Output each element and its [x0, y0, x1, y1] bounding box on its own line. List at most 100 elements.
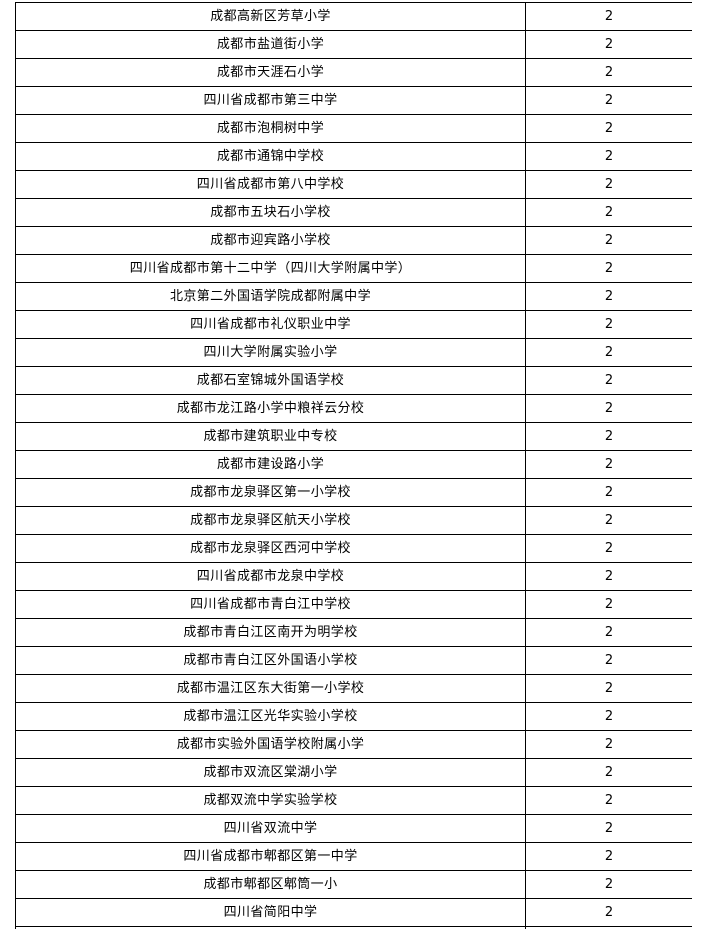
table-row: 成都高新区芳草小学 2 [15, 2, 692, 31]
school-count-cell: 2 [525, 618, 692, 647]
school-count-cell: 2 [525, 702, 692, 731]
school-name-cell: 成都市五块石小学校 [15, 198, 526, 227]
school-name-cell: 成都市龙江路小学中粮祥云分校 [15, 394, 526, 423]
school-name-cell: 四川省简阳中学 [15, 898, 526, 927]
school-name-cell: 成都市龙泉驿区西河中学校 [15, 534, 526, 563]
school-name-cell: 成都市天涯石小学 [15, 58, 526, 87]
school-count-cell: 2 [525, 646, 692, 675]
school-count-cell: 2 [525, 254, 692, 283]
school-name-cell: 成都市泡桐树中学 [15, 114, 526, 143]
school-count-cell: 2 [525, 198, 692, 227]
school-count-cell: 2 [525, 562, 692, 591]
school-name-cell: 成都市迎宾路小学校 [15, 226, 526, 255]
table-row: 成都市龙泉驿区第一小学校 2 [15, 478, 692, 507]
table-row: 成都市温江区光华实验小学校 2 [15, 702, 692, 731]
table-row: 成都市温江区东大街第一小学校 2 [15, 674, 692, 703]
table-body: 成都高新区芳草小学 2 成都市盐道街小学 2 成都市天涯石小学 2 四川省成都市第三中学 2 成… [15, 2, 692, 929]
school-table-container: 成都高新区芳草小学 2 成都市盐道街小学 2 成都市天涯石小学 2 四川省成都市第三中学 2 成… [15, 2, 692, 929]
school-count-cell: 2 [525, 870, 692, 899]
school-name-cell: 成都市建设路小学 [15, 450, 526, 479]
table-row: 成都市迎宾路小学校 2 [15, 226, 692, 255]
school-count-cell: 2 [525, 2, 692, 31]
table-row: 成都市建设路小学 2 [15, 450, 692, 479]
table-row: 成都市建筑职业中专校 2 [15, 422, 692, 451]
school-name-cell: 成都市建筑职业中专校 [15, 422, 526, 451]
school-count-cell: 2 [525, 86, 692, 115]
school-name-cell: 四川省成都市郫都区第一中学 [15, 842, 526, 871]
school-count-cell: 2 [525, 478, 692, 507]
table-row: 成都双流中学实验学校 2 [15, 786, 692, 815]
school-count-cell: 2 [525, 506, 692, 535]
school-name-cell: 四川省成都市第八中学校 [15, 170, 526, 199]
school-count-cell: 2 [525, 422, 692, 451]
school-name-cell: 四川省双流中学 [15, 814, 526, 843]
table-row: 成都市盐道街小学 2 [15, 30, 692, 59]
table-row: 成都市郫都区郫筒一小 2 [15, 870, 692, 899]
school-count-cell: 2 [525, 142, 692, 171]
table-row: 成都市双流区棠湖小学 2 [15, 758, 692, 787]
school-name-cell: 四川省成都市青白江中学校 [15, 590, 526, 619]
school-count-cell: 2 [525, 30, 692, 59]
table-row: 成都市五块石小学校 2 [15, 198, 692, 227]
school-name-cell: 成都市郫都区郫筒一小 [15, 870, 526, 899]
school-name-cell: 成都市盐道街小学 [15, 30, 526, 59]
table-row: 四川省双流中学 2 [15, 814, 692, 843]
school-count-cell: 2 [525, 590, 692, 619]
table-row: 成都市龙泉驿区西河中学校 2 [15, 534, 692, 563]
school-count-cell: 2 [525, 338, 692, 367]
table-row: 四川省简阳中学 2 [15, 898, 692, 927]
table-row: 成都市实验外国语学校附属小学 2 [15, 730, 692, 759]
school-count-cell: 2 [525, 226, 692, 255]
school-count-cell: 2 [525, 674, 692, 703]
school-count-cell: 2 [525, 394, 692, 423]
table-row: 成都市天涯石小学 2 [15, 58, 692, 87]
school-count-cell: 2 [525, 58, 692, 87]
school-count-cell: 2 [525, 366, 692, 395]
table-row: 四川省成都市郫都区第一中学 2 [15, 842, 692, 871]
school-count-cell: 2 [525, 114, 692, 143]
school-count-cell: 2 [525, 534, 692, 563]
school-count-cell: 2 [525, 758, 692, 787]
school-name-cell: 成都高新区芳草小学 [15, 2, 526, 31]
school-name-cell: 四川省成都市礼仪职业中学 [15, 310, 526, 339]
school-name-cell: 成都市青白江区外国语小学校 [15, 646, 526, 675]
table-row: 四川省成都市青白江中学校 2 [15, 590, 692, 619]
school-name-cell: 成都市温江区光华实验小学校 [15, 702, 526, 731]
table-row: 成都市泡桐树中学 2 [15, 114, 692, 143]
school-count-cell: 2 [525, 170, 692, 199]
school-name-cell: 成都市青白江区南开为明学校 [15, 618, 526, 647]
school-list-table: 成都高新区芳草小学 2 成都市盐道街小学 2 成都市天涯石小学 2 四川省成都市第三中学 2 成… [15, 2, 692, 929]
school-count-cell: 2 [525, 730, 692, 759]
table-row: 四川大学附属实验小学 2 [15, 338, 692, 367]
school-count-cell: 2 [525, 842, 692, 871]
school-name-cell: 北京第二外国语学院成都附属中学 [15, 282, 526, 311]
school-count-cell: 2 [525, 282, 692, 311]
table-row: 成都市龙泉驿区航天小学校 2 [15, 506, 692, 535]
table-row: 成都市龙江路小学中粮祥云分校 2 [15, 394, 692, 423]
school-name-cell: 成都市龙泉驿区航天小学校 [15, 506, 526, 535]
school-count-cell: 2 [525, 814, 692, 843]
table-row: 成都石室锦城外国语学校 2 [15, 366, 692, 395]
table-row: 四川省成都市第十二中学（四川大学附属中学） 2 [15, 254, 692, 283]
school-name-cell: 四川大学附属实验小学 [15, 338, 526, 367]
school-count-cell: 2 [525, 898, 692, 927]
school-name-cell: 成都双流中学实验学校 [15, 786, 526, 815]
school-count-cell: 2 [525, 310, 692, 339]
school-count-cell: 2 [525, 450, 692, 479]
school-name-cell: 四川省成都市龙泉中学校 [15, 562, 526, 591]
table-row: 北京第二外国语学院成都附属中学 2 [15, 282, 692, 311]
school-count-cell [525, 926, 692, 929]
table-row: 成都市青白江区外国语小学校 2 [15, 646, 692, 675]
school-name-cell: 成都市实验外国语学校附属小学 [15, 730, 526, 759]
school-name-cell: 四川省成都市第十二中学（四川大学附属中学） [15, 254, 526, 283]
school-name-cell: 成都石室锦城外国语学校 [15, 366, 526, 395]
table-row: 成都市通锦中学校 2 [15, 142, 692, 171]
school-name-cell: 成都市通锦中学校 [15, 142, 526, 171]
school-name-cell: 四川省成都市第三中学 [15, 86, 526, 115]
school-name-cell: 成都市龙泉驿区第一小学校 [15, 478, 526, 507]
table-row [15, 926, 692, 929]
table-row: 四川省成都市龙泉中学校 2 [15, 562, 692, 591]
table-row: 成都市青白江区南开为明学校 2 [15, 618, 692, 647]
table-row: 四川省成都市第三中学 2 [15, 86, 692, 115]
